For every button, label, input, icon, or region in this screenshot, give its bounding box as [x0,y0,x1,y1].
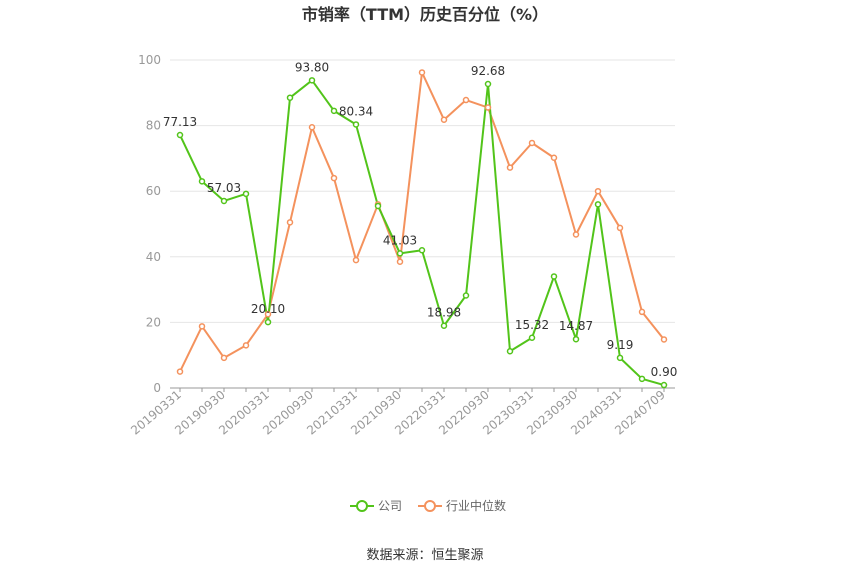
data-labels: 77.13 57.03 20.10 93.80 80.34 41.03 18.98 92.68… [163,60,678,379]
legend-label: 公司 [378,499,402,513]
data-label: 93.80 [295,60,329,74]
data-label: 92.68 [471,64,505,78]
data-point[interactable] [638,308,646,316]
data-point[interactable] [198,323,206,330]
legend-item-1[interactable]: 行业中位数 [418,498,506,513]
data-point[interactable] [286,219,294,226]
x-axis: 2019033120190930202003312020093020210331… [128,387,675,438]
y-tick-label: 100 [138,53,161,67]
data-point[interactable] [660,381,668,389]
data-point[interactable] [440,116,448,123]
data-label: 77.13 [163,115,197,129]
data-point[interactable] [242,190,250,198]
data-label: 15.32 [515,318,549,332]
data-point[interactable] [484,104,492,111]
y-tick-label: 20 [146,315,161,329]
grid [170,59,675,389]
data-point[interactable] [572,335,580,343]
data-point[interactable] [308,77,316,84]
data-point[interactable] [242,342,250,349]
source-note: 数据来源：恒生聚源 [366,548,483,563]
data-point[interactable] [330,174,338,182]
data-point[interactable] [638,375,646,383]
data-point[interactable] [308,123,316,131]
data-point[interactable] [396,250,404,257]
data-label: 20.10 [251,302,285,316]
data-label: 18.98 [427,306,461,320]
data-point[interactable] [396,258,404,265]
data-point[interactable] [616,354,624,362]
data-point[interactable] [220,197,228,205]
data-point[interactable] [264,318,272,326]
data-point[interactable] [352,256,360,264]
y-axis-ticks: 0 20 40 60 80 100 [138,53,161,395]
y-tick-label: 60 [146,184,161,198]
y-tick-label: 40 [146,250,161,264]
series-points [176,69,668,389]
data-point[interactable] [594,201,602,208]
data-point[interactable] [352,121,360,128]
legend-item-0[interactable]: 公司 [350,499,402,513]
data-label: 41.03 [383,233,417,247]
data-point[interactable] [528,139,536,147]
data-point[interactable] [264,310,272,318]
y-tick-label: 80 [146,119,161,133]
legend-marker [356,500,368,512]
data-point[interactable] [462,96,470,104]
data-label: 9.19 [607,338,634,352]
series-lines [179,71,665,387]
data-point[interactable] [616,224,624,232]
data-point[interactable] [418,69,426,76]
data-point[interactable] [484,80,492,88]
data-point[interactable] [462,292,470,299]
y-tick-label: 0 [153,381,161,395]
data-point[interactable] [594,187,602,195]
data-point[interactable] [418,246,426,254]
data-point[interactable] [286,94,294,101]
data-point[interactable] [220,354,228,362]
chart-title: 市销率（TTM）历史百分位（%） [302,5,548,24]
data-point[interactable] [550,273,558,280]
data-point[interactable] [550,154,558,161]
legend-marker [424,500,436,512]
data-point[interactable] [198,178,206,185]
data-point[interactable] [374,202,382,210]
data-label: 80.34 [339,104,373,118]
legend-label: 行业中位数 [446,498,506,513]
data-point[interactable] [176,368,184,375]
data-label: 0.90 [651,365,678,379]
data-point[interactable] [660,336,668,343]
data-point[interactable] [528,334,536,342]
data-point[interactable] [506,348,514,355]
data-point[interactable] [330,107,338,115]
data-point[interactable] [506,164,514,171]
data-label: 14.87 [559,319,593,333]
data-point[interactable] [440,322,448,329]
data-label: 57.03 [207,181,241,195]
data-point[interactable] [572,231,580,238]
data-point[interactable] [176,131,184,139]
legend[interactable]: 公司 行业中位数 [350,498,506,513]
